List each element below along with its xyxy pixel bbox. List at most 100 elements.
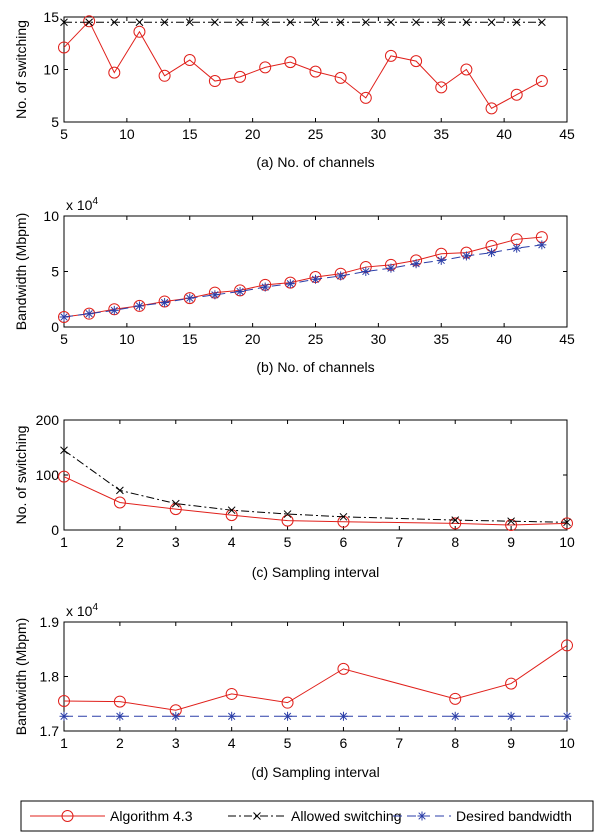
x-tick-label: 5 — [60, 126, 68, 142]
data-point — [281, 696, 294, 709]
data-point — [487, 18, 496, 27]
x-tick-label: 35 — [433, 126, 449, 142]
x-tick-label: 3 — [172, 735, 180, 751]
x-tick-label: 20 — [245, 126, 261, 142]
star-stroke — [236, 287, 244, 296]
star-stroke — [507, 712, 515, 720]
star-stroke — [362, 267, 370, 276]
x-stroke — [160, 18, 169, 27]
data-point — [260, 282, 270, 292]
plot-area — [63, 621, 568, 732]
x-stroke — [339, 512, 348, 521]
star-stroke — [60, 712, 68, 720]
x-stroke — [110, 18, 119, 27]
data-point — [505, 519, 518, 532]
x-tick-label: 45 — [559, 126, 575, 142]
data-point — [505, 677, 518, 690]
x-stroke — [336, 18, 345, 27]
legend-entry-desired-bandwidth: Desired bandwidth — [393, 808, 572, 824]
data-point — [59, 711, 69, 721]
data-point — [225, 687, 238, 700]
x-stroke — [227, 506, 236, 515]
data-point — [109, 305, 119, 315]
x-tick-label: 1 — [60, 534, 68, 550]
data-point — [562, 711, 572, 721]
series-line — [63, 449, 568, 523]
y-tick-label: 5 — [51, 114, 59, 130]
data-point — [512, 18, 521, 27]
y-tick-label: 0 — [51, 319, 59, 335]
x-tick-label: 15 — [182, 126, 198, 142]
data-point — [449, 517, 462, 530]
data-point — [281, 514, 294, 527]
x-tick-label: 25 — [308, 126, 324, 142]
x-stroke — [462, 18, 471, 27]
star-stroke — [339, 712, 348, 720]
x-stroke — [437, 18, 446, 27]
data-point — [309, 65, 322, 78]
multiplier-exponent: 4 — [92, 196, 98, 207]
data-point — [561, 517, 573, 530]
data-point — [460, 63, 473, 76]
data-point — [83, 15, 96, 28]
legend-box — [20, 800, 594, 832]
y-tick-label: 10 — [43, 208, 59, 224]
data-point — [461, 251, 471, 261]
axis-multiplier: x 104 — [66, 196, 98, 213]
legend-entry-algorithm-4-3: Algorithm 4.3 — [30, 808, 193, 824]
x-stroke — [451, 516, 460, 524]
data-point — [234, 70, 247, 83]
data-point — [160, 18, 169, 27]
data-point — [485, 102, 498, 115]
star-stroke — [283, 712, 292, 720]
x-tick-label: 10 — [119, 331, 135, 347]
x-tick-label: 4 — [228, 735, 236, 751]
panel-caption: (c) Sampling interval — [252, 564, 380, 580]
star-stroke — [116, 712, 124, 720]
y-tick-label: 5 — [51, 264, 59, 280]
data-point — [311, 18, 320, 27]
data-point — [83, 307, 96, 320]
data-point — [410, 55, 423, 68]
data-point — [387, 18, 395, 27]
x-stroke — [135, 18, 144, 27]
y-axis-label: Bandwidth (Mbpm) — [13, 618, 29, 736]
y-tick-label: 1.8 — [40, 669, 60, 685]
star-stroke — [60, 313, 68, 321]
x-tick-label: 5 — [284, 534, 292, 550]
x-stroke — [236, 18, 244, 27]
star-stroke — [311, 275, 320, 283]
star-stroke — [228, 712, 236, 720]
x-stroke — [537, 18, 546, 27]
legend-marker — [417, 811, 427, 821]
star-stroke — [462, 252, 471, 260]
x-tick-label: 10 — [559, 534, 575, 550]
series-algorithm-4-3 — [58, 15, 548, 115]
x-tick-label: 5 — [60, 331, 68, 347]
data-point — [211, 18, 219, 27]
data-point — [535, 75, 548, 88]
y-axis-label: Bandwidth (Mbpm) — [13, 213, 29, 331]
data-point — [183, 292, 196, 305]
data-point — [227, 711, 237, 721]
x-stroke — [60, 18, 68, 27]
data-point — [435, 81, 448, 94]
data-point — [384, 49, 397, 62]
data-point — [359, 91, 372, 104]
legend: Algorithm 4.3 Allowed switching Desired ba… — [20, 800, 594, 832]
data-point — [412, 18, 420, 27]
legend-label: Algorithm 4.3 — [110, 808, 193, 824]
multiplier-base: x 10 — [66, 603, 93, 619]
data-point — [59, 312, 69, 322]
data-point — [337, 662, 350, 675]
data-point — [85, 18, 94, 27]
x-stroke — [311, 18, 320, 27]
x-tick-label: 25 — [308, 331, 324, 347]
star-stroke — [261, 283, 269, 291]
series-line — [63, 645, 568, 711]
x-tick-label: 9 — [507, 735, 515, 751]
series-allowed-switching — [60, 446, 571, 527]
x-stroke — [512, 18, 521, 27]
x-tick-label: 35 — [433, 331, 449, 347]
data-point — [185, 18, 194, 27]
